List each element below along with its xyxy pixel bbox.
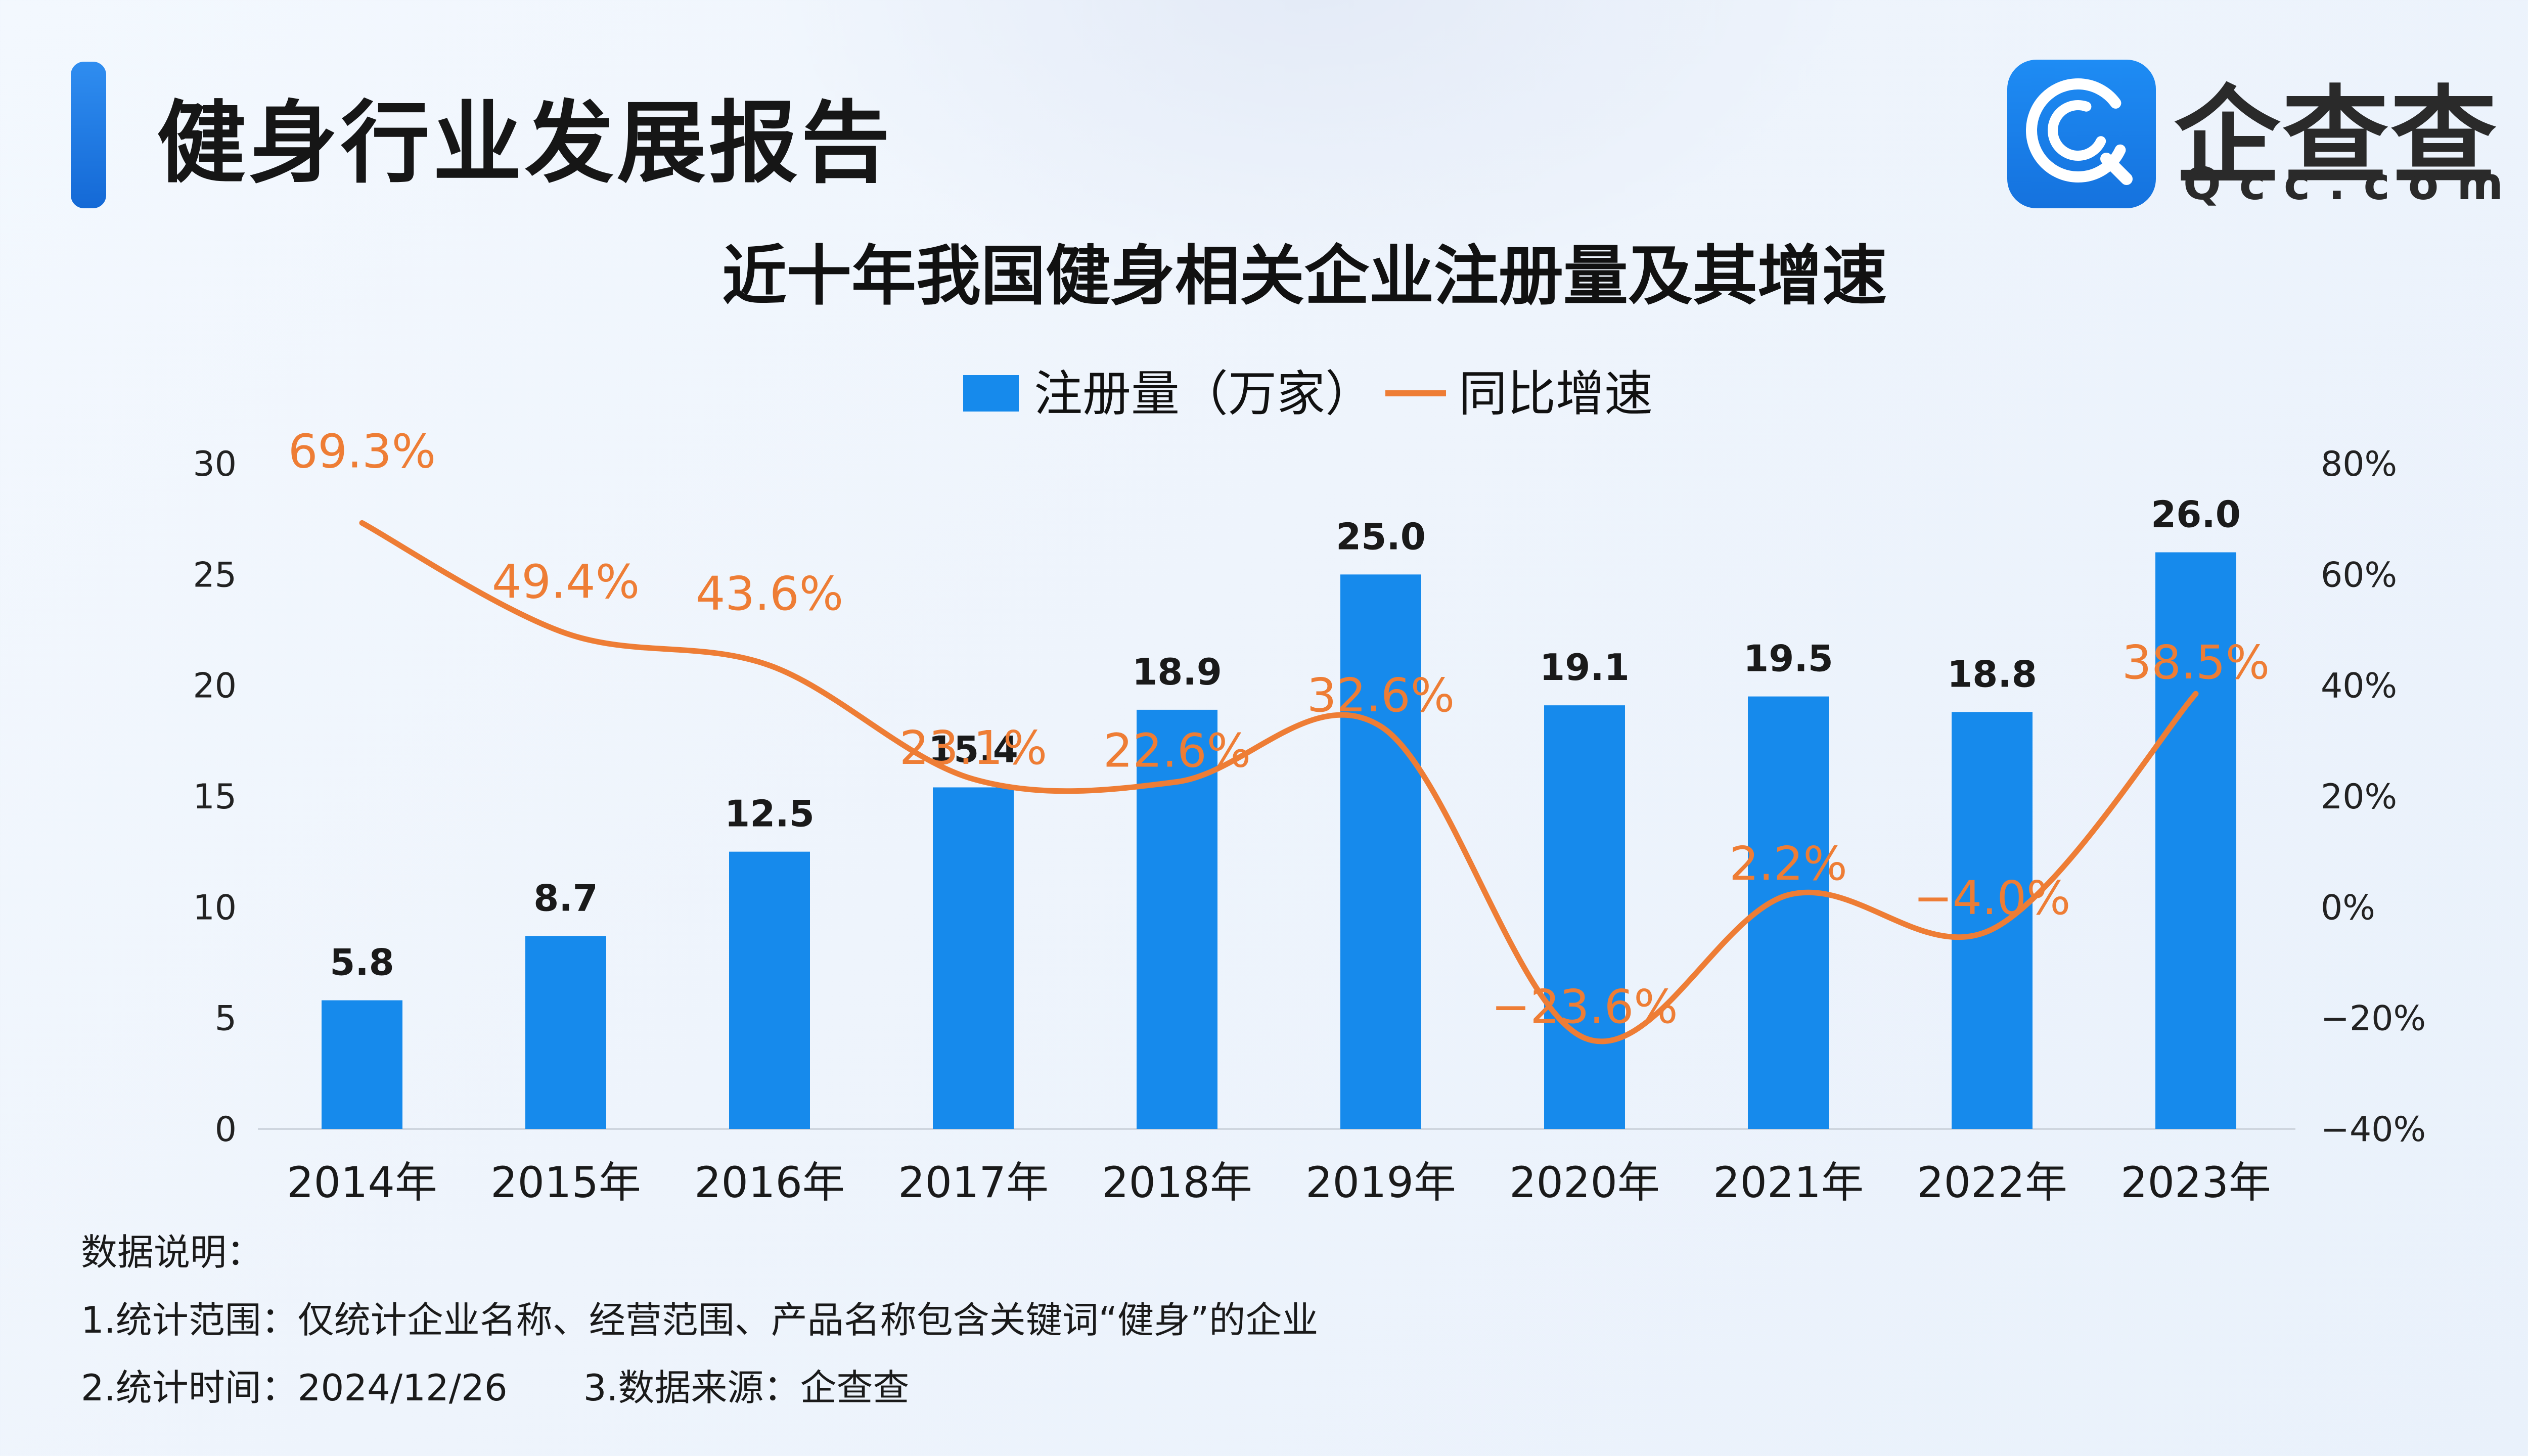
y-right-tick: 60% — [2321, 555, 2397, 595]
bar-labels: 5.8 8.7 12.5 15.4 18.9 25.0 19.1 19.5 18.8 26.0 — [330, 493, 2241, 983]
rate-value-label: 23.1% — [899, 721, 1047, 775]
bar — [322, 1000, 402, 1129]
bar — [1544, 705, 1625, 1129]
x-tick: 2023年 — [2120, 1158, 2271, 1207]
notes-heading: 数据说明： — [81, 1231, 263, 1273]
bar-value-label: 19.1 — [1540, 646, 1630, 689]
logo-name: 企查查 — [2174, 75, 2499, 199]
x-tick: 2015年 — [490, 1158, 641, 1207]
x-tick: 2021年 — [1713, 1158, 1864, 1207]
qcc-logo-icon — [2007, 60, 2156, 208]
bar-value-label: 8.7 — [533, 877, 598, 919]
rate-value-label: 43.6% — [696, 567, 843, 621]
x-tick: 2014年 — [287, 1158, 437, 1207]
bar-value-label: 18.9 — [1132, 651, 1222, 693]
legend: 注册量（万家） 同比增速 — [963, 366, 1653, 422]
bar-value-label: 25.0 — [1336, 515, 1426, 558]
rate-value-label: 69.3% — [288, 424, 436, 478]
chart-title: 近十年我国健身相关企业注册量及其增速 — [722, 239, 1887, 314]
notes-time: 2.统计时间：2024/12/26 — [81, 1367, 508, 1409]
bar — [933, 787, 1014, 1129]
y-left-tick: 10 — [193, 888, 237, 928]
y-left-tick: 20 — [193, 666, 237, 706]
x-tick: 2016年 — [694, 1158, 845, 1207]
bar-value-label: 26.0 — [2151, 493, 2241, 535]
bar — [1748, 696, 1829, 1129]
y-right-tick: −20% — [2321, 999, 2426, 1039]
rate-labels: 69.3% 49.4% 43.6% 23.1% 22.6% 32.6% −23.6% 2.2%… — [288, 424, 2270, 1034]
bar-value-label: 18.8 — [1947, 653, 2037, 695]
bar-value-label: 19.5 — [1743, 638, 1833, 680]
y-right-tick: 80% — [2321, 444, 2397, 484]
bar-value-label: 15.4 — [928, 728, 1018, 770]
rate-value-label: 32.6% — [1307, 668, 1455, 722]
rate-value-label: −4.0% — [1914, 871, 2071, 925]
bar — [1952, 712, 2033, 1129]
y-right-tick: −40% — [2321, 1110, 2426, 1150]
rate-value-label: 2.2% — [1729, 837, 1847, 891]
x-tick: 2017年 — [898, 1158, 1049, 1207]
x-tick: 2018年 — [1102, 1158, 1252, 1207]
y-left-tick: 5 — [215, 999, 237, 1039]
legend-line-label: 同比增速 — [1459, 366, 1653, 422]
x-tick: 2019年 — [1305, 1158, 1456, 1207]
growth-rate-line — [359, 520, 2199, 1044]
y-right-tick: 20% — [2321, 777, 2397, 817]
bar — [1340, 574, 1421, 1129]
y-right-tick: 0% — [2321, 888, 2375, 928]
bar — [525, 936, 606, 1129]
title-accent-bar — [71, 62, 106, 208]
rate-value-label: 38.5% — [2122, 635, 2270, 690]
y-axis-left: 30 25 20 15 10 5 0 — [193, 444, 237, 1150]
notes-scope: 1.统计范围：仅统计企业名称、经营范围、产品名称包含关键词“健身”的企业 — [81, 1299, 1319, 1341]
y-axis-right: 80% 60% 40% 20% 0% −20% −40% — [2321, 444, 2426, 1150]
rate-value-label: 49.4% — [492, 555, 640, 609]
y-left-tick: 25 — [193, 555, 237, 595]
legend-bar-label: 注册量（万家） — [1034, 366, 1374, 422]
y-left-tick: 15 — [193, 777, 237, 817]
x-tick: 2022年 — [1917, 1158, 2067, 1207]
bar — [2155, 552, 2236, 1129]
bar-value-label: 5.8 — [330, 941, 394, 984]
y-left-tick: 30 — [193, 444, 237, 484]
notes-source: 3.数据来源：企查查 — [583, 1367, 910, 1409]
bar — [729, 851, 810, 1129]
rate-value-label: 22.6% — [1103, 723, 1251, 778]
x-tick: 2020年 — [1509, 1158, 1660, 1207]
y-left-tick: 0 — [215, 1110, 237, 1150]
y-right-tick: 40% — [2321, 666, 2397, 706]
rate-value-label: −23.6% — [1491, 980, 1678, 1034]
logo-domain: Qcc.com — [2183, 158, 2521, 210]
bar-series — [322, 552, 2236, 1129]
legend-bar-swatch — [963, 375, 1019, 412]
x-axis-ticks: 2014年 2015年 2016年 2017年 2018年 2019年 2020年 2021年… — [287, 1158, 2271, 1207]
page-title: 健身行业发展报告 — [157, 92, 893, 195]
bar-value-label: 12.5 — [725, 793, 815, 835]
data-notes: 数据说明： 1.统计范围：仅统计企业名称、经营范围、产品名称包含关键词“健身”的… — [81, 1218, 1318, 1422]
